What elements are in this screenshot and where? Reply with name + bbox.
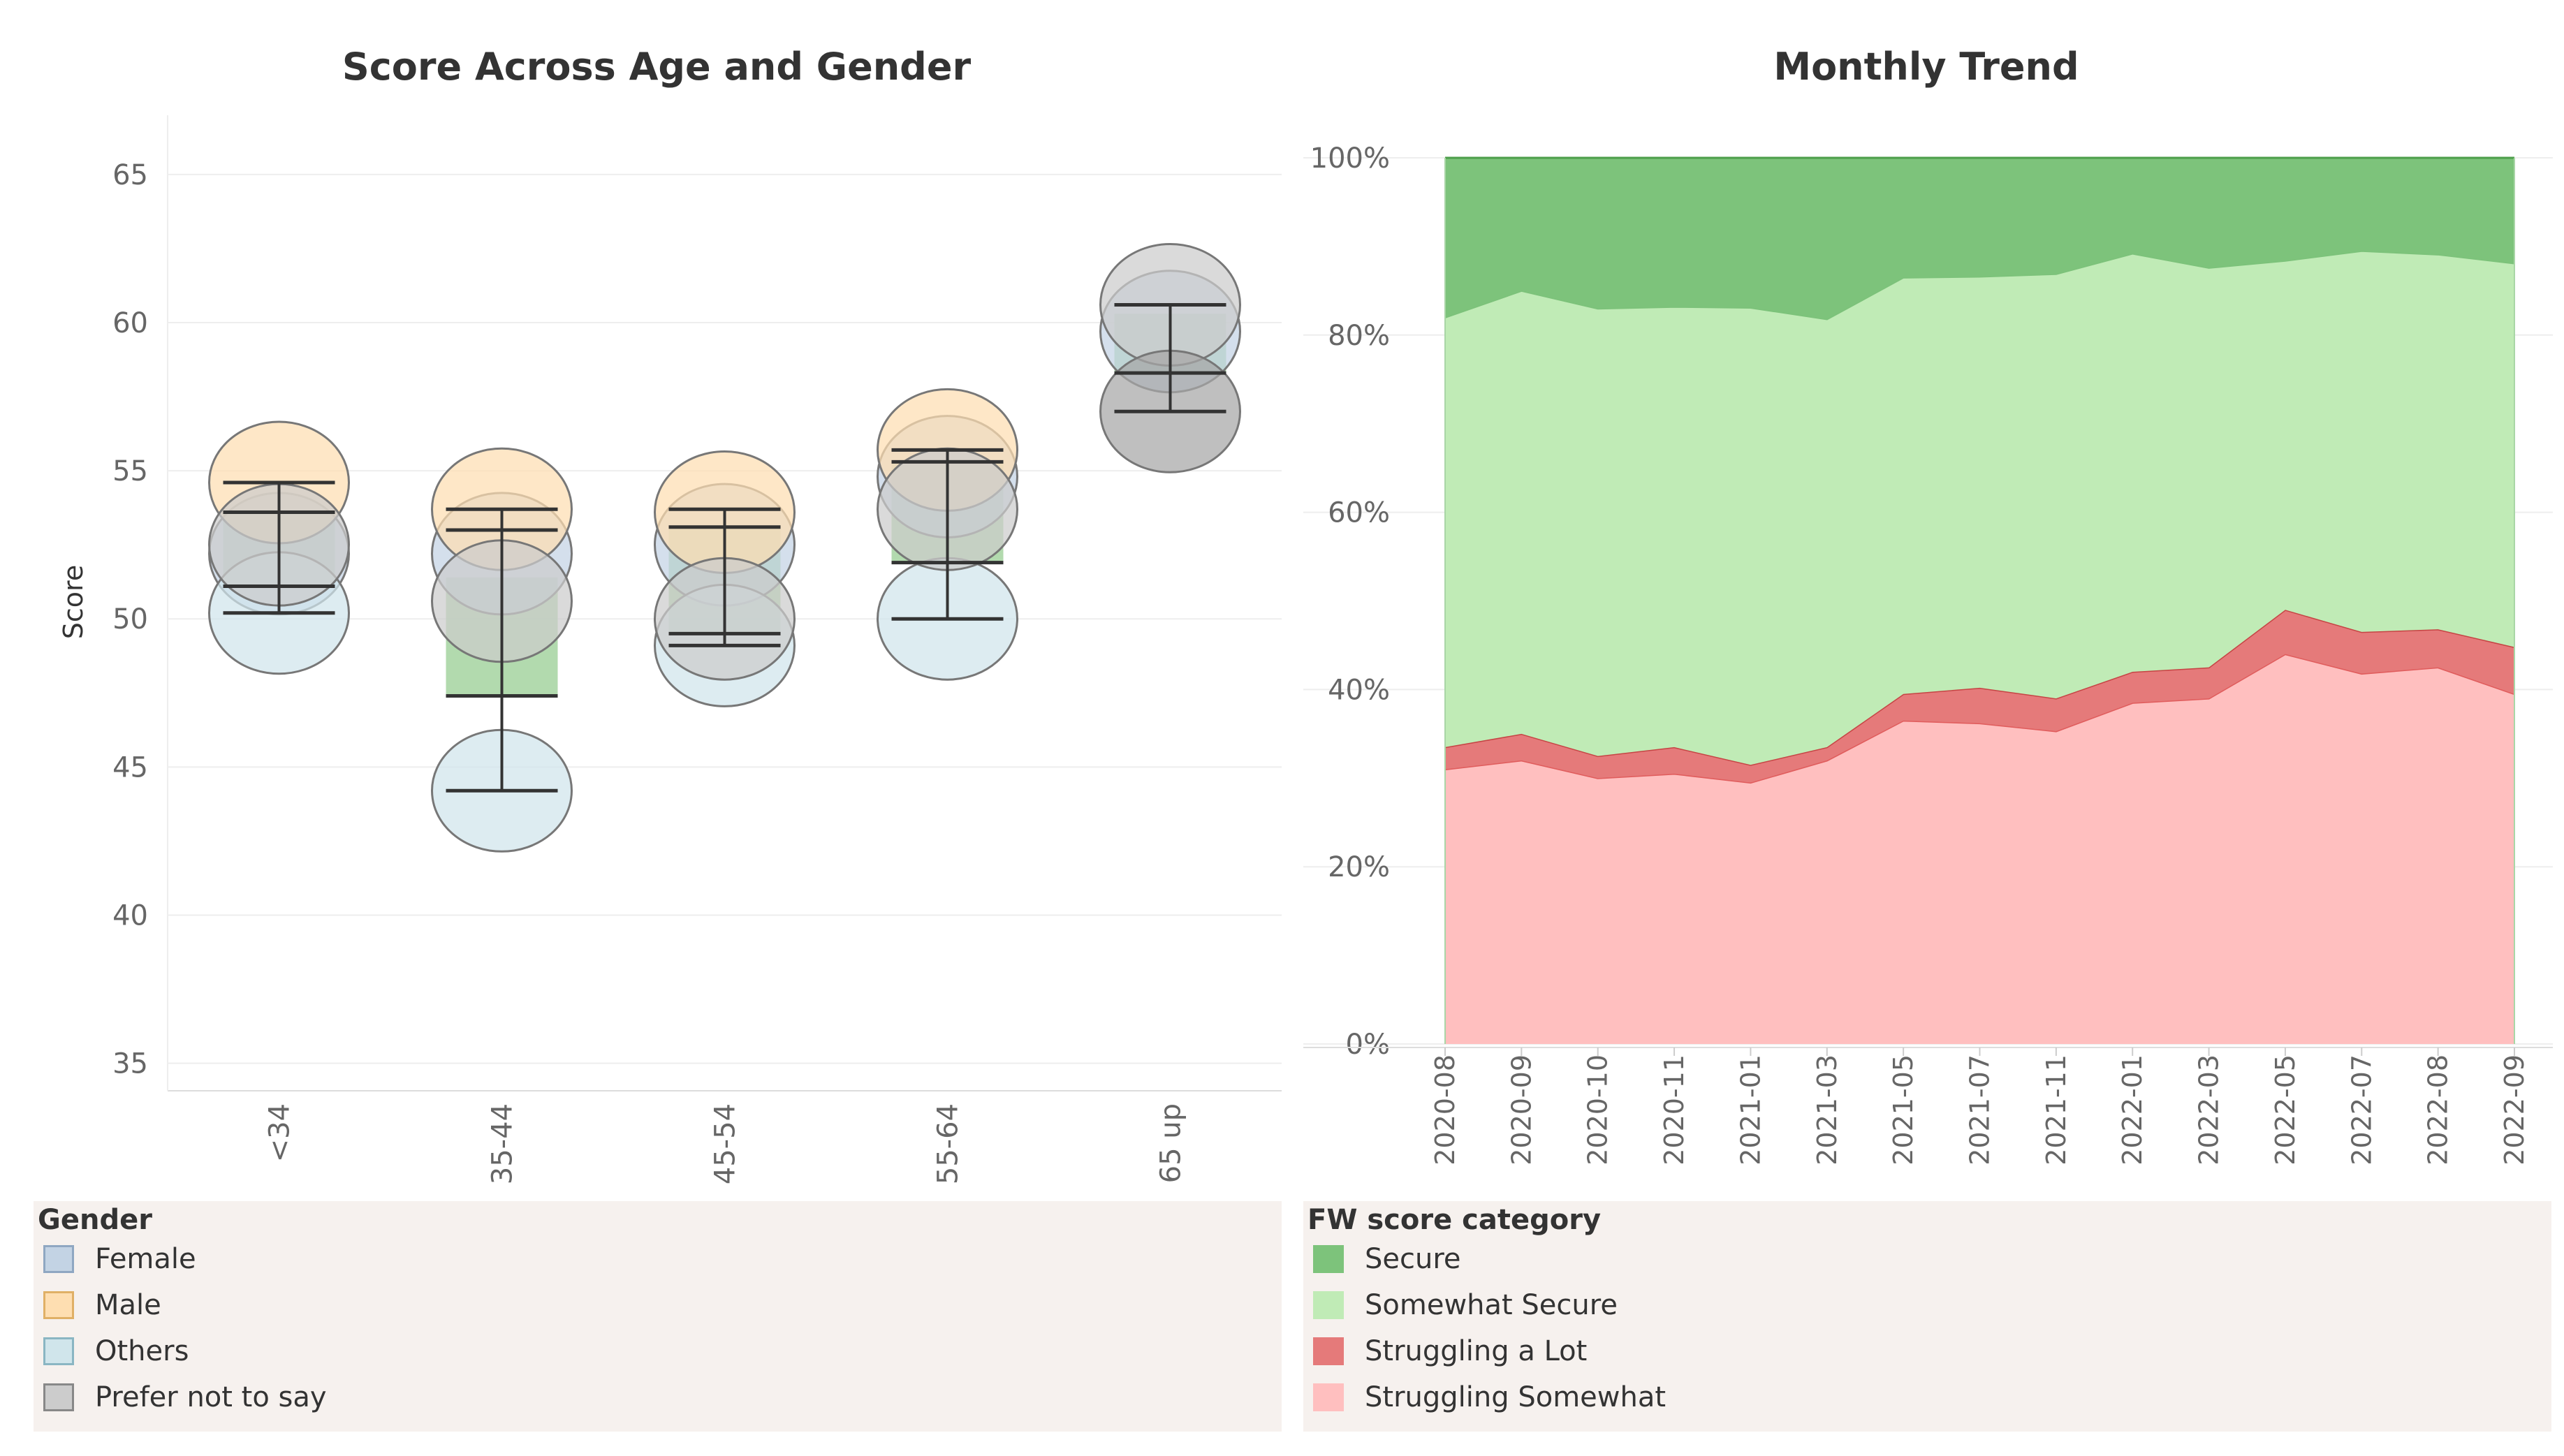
x-tick-label: <34 bbox=[264, 1103, 296, 1162]
y-tick-label: 100% bbox=[1310, 142, 1390, 175]
male-swatch bbox=[43, 1291, 74, 1319]
others-swatch bbox=[43, 1337, 74, 1365]
score-chart-whiskers bbox=[223, 303, 1226, 793]
legend-item-secure[interactable]: Secure bbox=[1313, 1239, 1461, 1279]
legend-label: Somewhat Secure bbox=[1365, 1289, 1618, 1321]
score-chart-title: Score Across Age and Gender bbox=[342, 45, 972, 89]
y-tick-label: 35 bbox=[112, 1048, 148, 1080]
x-tick-label: 2022-08 bbox=[2423, 1054, 2454, 1165]
area-struggling-somewhat bbox=[1445, 654, 2514, 1044]
y-tick-label: 60 bbox=[112, 307, 148, 339]
y-tick-label: 60% bbox=[1328, 497, 1390, 529]
charts-canvas: Score Across Age and Gender 35 40 45 50 55 60… bbox=[58, 45, 2553, 1184]
monthly-trend-areas bbox=[1444, 156, 2515, 1044]
gender-legend-title: Gender bbox=[38, 1204, 152, 1236]
x-tick-label: 2022-07 bbox=[2346, 1054, 2377, 1165]
legend-item-prefer-not-to-say[interactable]: Prefer not to say bbox=[43, 1377, 327, 1418]
legend-item-struggling-somewhat[interactable]: Struggling Somewhat bbox=[1313, 1377, 1666, 1418]
struggling-a-lot-swatch bbox=[1313, 1337, 1344, 1365]
score-chart-y-axis-label: Score bbox=[58, 565, 89, 639]
y-tick-label: 40% bbox=[1328, 674, 1390, 706]
x-tick-label: 35-44 bbox=[487, 1103, 519, 1184]
x-tick-label: 2021-07 bbox=[1965, 1054, 1995, 1165]
score-chart-y-ticks: 35 40 45 50 55 60 65 bbox=[112, 159, 148, 1080]
fw-score-legend-title: FW score category bbox=[1307, 1204, 1602, 1236]
x-tick-label: 2021-05 bbox=[1888, 1054, 1919, 1165]
y-tick-label: 80% bbox=[1328, 320, 1390, 352]
y-tick-label: 40 bbox=[112, 899, 148, 932]
x-tick-label: 2022-05 bbox=[2270, 1054, 2301, 1165]
legend-label: Female bbox=[95, 1243, 196, 1275]
legend-label: Secure bbox=[1365, 1243, 1461, 1275]
somewhat-secure-swatch bbox=[1313, 1291, 1344, 1319]
x-tick-label: 45-54 bbox=[710, 1103, 742, 1184]
area-somewhat-secure bbox=[1445, 251, 2514, 765]
fw-score-legend: FW score category Secure Somewhat Secure… bbox=[1303, 1201, 2551, 1432]
monthly-trend-chart: Monthly Trend 0% 20% 40% 60% 80% 100% 2020-08… bbox=[1303, 45, 2553, 1165]
legend-item-others[interactable]: Others bbox=[43, 1331, 189, 1372]
y-tick-label: 45 bbox=[112, 751, 148, 784]
area-struggling-a-lot bbox=[1445, 610, 2514, 783]
x-tick-label: 2021-01 bbox=[1735, 1054, 1766, 1165]
legend-label: Male bbox=[95, 1289, 161, 1321]
x-tick-label: 2020-08 bbox=[1430, 1054, 1460, 1165]
score-chart: Score Across Age and Gender 35 40 45 50 55 60… bbox=[58, 45, 1282, 1184]
y-tick-label: 65 bbox=[112, 159, 148, 191]
monthly-trend-x-ticks: 2020-08 2020-09 2020-10 2020-11 2021-01 2021-… bbox=[1303, 1047, 2553, 1165]
y-tick-label: 20% bbox=[1328, 851, 1390, 883]
x-tick-label: 2021-03 bbox=[1812, 1054, 1843, 1165]
legend-item-male[interactable]: Male bbox=[43, 1285, 161, 1325]
legend-label: Struggling a Lot bbox=[1365, 1335, 1588, 1367]
legend-item-female[interactable]: Female bbox=[43, 1239, 196, 1279]
legend-item-somewhat-secure[interactable]: Somewhat Secure bbox=[1313, 1285, 1618, 1325]
y-tick-label: 0% bbox=[1346, 1029, 1390, 1061]
x-tick-label: 2020-10 bbox=[1583, 1054, 1613, 1165]
score-chart-x-ticks: <34 35-44 45-54 55-64 65 up bbox=[264, 1103, 1187, 1184]
legend-label: Others bbox=[95, 1335, 189, 1367]
secure-swatch bbox=[1313, 1245, 1344, 1273]
legend-label: Struggling Somewhat bbox=[1365, 1381, 1666, 1413]
monthly-trend-y-ticks: 0% 20% 40% 60% 80% 100% bbox=[1310, 142, 1390, 1061]
struggling-somewhat-swatch bbox=[1313, 1383, 1344, 1411]
x-tick-label: 55-64 bbox=[932, 1103, 965, 1184]
x-tick-label: 2022-09 bbox=[2499, 1054, 2530, 1165]
monthly-trend-title: Monthly Trend bbox=[1773, 45, 2079, 89]
female-swatch bbox=[43, 1245, 74, 1273]
gender-legend: Gender Female Male Others Prefer not to … bbox=[34, 1201, 1282, 1432]
area-secure bbox=[1445, 158, 2514, 319]
prefer-not-to-say-swatch bbox=[43, 1383, 74, 1411]
x-tick-label: 65 up bbox=[1155, 1103, 1187, 1183]
legend-label: Prefer not to say bbox=[95, 1381, 327, 1413]
x-tick-label: 2022-01 bbox=[2117, 1054, 2148, 1165]
y-tick-label: 50 bbox=[112, 603, 148, 635]
x-tick-label: 2022-03 bbox=[2194, 1054, 2225, 1165]
x-tick-label: 2020-11 bbox=[1659, 1054, 1690, 1165]
x-tick-label: 2021-11 bbox=[2041, 1054, 2072, 1165]
y-tick-label: 55 bbox=[112, 455, 148, 487]
legend-item-struggling-a-lot[interactable]: Struggling a Lot bbox=[1313, 1331, 1587, 1372]
x-tick-label: 2020-09 bbox=[1506, 1054, 1537, 1165]
